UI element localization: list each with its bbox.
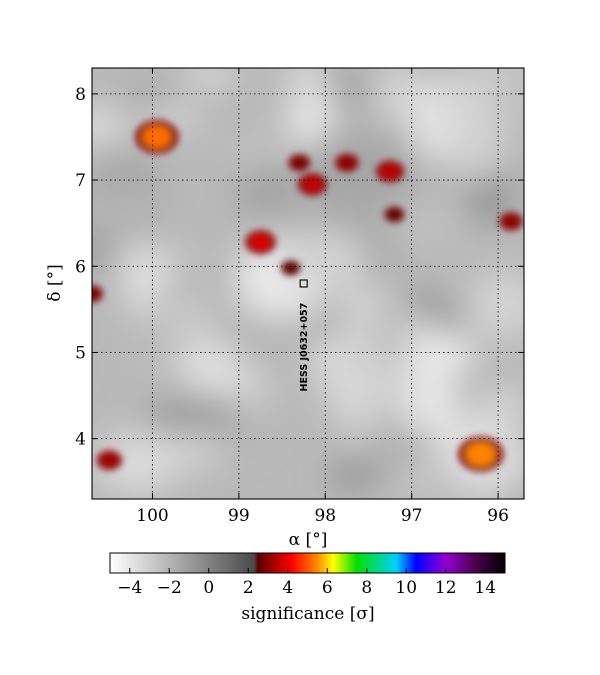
colorbar-tick-label: −2	[157, 578, 182, 598]
noise-blob	[392, 456, 458, 495]
noise-blob	[329, 458, 378, 494]
colorbar-tick-label: 0	[203, 578, 214, 598]
y-tick-label: 6	[75, 257, 86, 277]
map-area	[92, 68, 524, 499]
hotspot-core	[466, 442, 496, 466]
axis-ticks: 100 99 98 97 96 4 5 6 7 8	[75, 68, 524, 526]
hotspot	[375, 160, 405, 183]
noise-blob	[185, 68, 237, 89]
hotspot	[457, 436, 504, 473]
hotspot-core	[250, 234, 270, 250]
noise-blob	[396, 361, 459, 434]
hotspot	[280, 260, 301, 276]
colorbar-tick-label: 12	[435, 578, 457, 598]
colorbar-tick-label: 2	[243, 578, 254, 598]
noise-blob	[287, 90, 337, 151]
colorbar-frame	[109, 552, 506, 574]
noise-blob	[279, 230, 368, 288]
hotspot	[288, 154, 311, 172]
colorbar-label: significance [σ]	[241, 604, 374, 624]
noise-blob	[468, 269, 524, 339]
noise-blob	[365, 424, 409, 469]
hotspot	[334, 153, 360, 173]
x-tick-label: 96	[487, 506, 509, 526]
colorbar-tick-label: 6	[322, 578, 333, 598]
colorbar-ticks: −4 −2 0 2 4 6 8 10 12 14	[117, 568, 496, 598]
hotspot	[498, 211, 524, 231]
noise-blob	[402, 330, 474, 377]
colorbar-tick-label: 10	[395, 578, 417, 598]
grid-lines	[92, 68, 524, 499]
hotspot	[297, 172, 328, 196]
hotspot-core	[381, 164, 399, 179]
plot-frame	[91, 67, 525, 500]
noise-blob	[92, 183, 171, 249]
noise-blob	[125, 241, 162, 317]
background-noise	[92, 68, 524, 499]
hotspot-core	[101, 454, 117, 467]
x-tick-label: 99	[228, 506, 250, 526]
x-tick-label: 97	[401, 506, 423, 526]
y-axis-label: δ [°]	[45, 264, 65, 301]
hotspot-core	[303, 177, 322, 192]
hotspot	[92, 285, 104, 303]
colorbar-tick-label: −4	[117, 578, 142, 598]
hotspots	[92, 119, 524, 473]
y-tick-label: 4	[75, 430, 86, 450]
x-tick-label: 100	[136, 506, 168, 526]
hotspot-core	[503, 215, 519, 228]
noise-blob	[94, 432, 179, 494]
x-tick-label: 98	[314, 506, 336, 526]
source-label: HESS J0632+057	[299, 303, 310, 392]
noise-blob	[163, 298, 215, 339]
colorbar-tick-label: 4	[282, 578, 293, 598]
hotspot-core	[388, 209, 401, 220]
noise-blob	[356, 218, 398, 288]
noise-blob	[92, 110, 123, 140]
y-tick-label: 8	[75, 85, 86, 105]
hotspot-core	[292, 157, 306, 169]
hotspot	[134, 119, 179, 155]
hotspot	[96, 450, 123, 471]
noise-blob	[490, 78, 524, 123]
noise-blob	[325, 369, 370, 415]
hotspot	[384, 206, 405, 223]
colorbar-tick-label: 14	[474, 578, 496, 598]
noise-blob	[238, 165, 297, 216]
y-tick-label: 7	[75, 171, 86, 191]
hotspot-core	[339, 157, 354, 169]
y-tick-label: 5	[75, 343, 86, 363]
source-marker	[299, 279, 308, 288]
colorbar-tick-label: 8	[361, 578, 372, 598]
hotspot-core	[92, 288, 99, 300]
noise-blob	[387, 310, 430, 341]
hotspot-core	[285, 263, 297, 273]
noise-blob	[455, 103, 505, 182]
hotspot-core	[143, 126, 171, 148]
noise-blob	[144, 398, 239, 435]
noise-blob	[480, 387, 524, 428]
noise-blob	[177, 339, 240, 389]
hotspot	[244, 229, 277, 255]
noise-blob	[169, 424, 220, 472]
x-axis-label: α [°]	[289, 530, 328, 550]
